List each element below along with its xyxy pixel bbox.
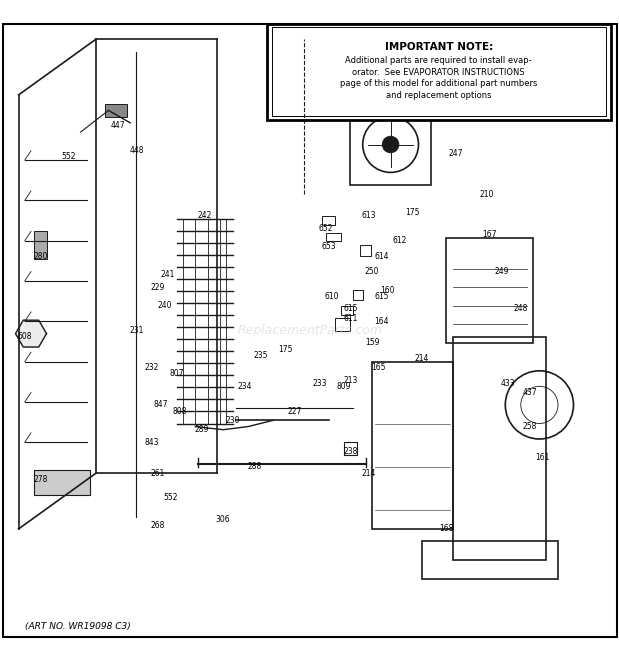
Text: 241: 241 (160, 270, 175, 279)
Text: 227: 227 (287, 407, 302, 416)
Text: 213: 213 (343, 375, 358, 385)
Text: ReplacementParts.com: ReplacementParts.com (237, 324, 383, 337)
Text: 809: 809 (337, 382, 352, 391)
Text: 238: 238 (343, 447, 358, 456)
Text: 448: 448 (129, 146, 144, 155)
FancyBboxPatch shape (272, 27, 606, 116)
Bar (446, 237, 533, 343)
Text: 242: 242 (197, 212, 212, 220)
Bar (326, 233, 341, 241)
Bar (350, 104, 431, 185)
Text: 808: 808 (172, 407, 187, 416)
Text: 278: 278 (33, 475, 48, 484)
Text: 214: 214 (361, 469, 376, 478)
Text: 164: 164 (374, 317, 389, 326)
Bar (422, 541, 558, 578)
Text: 437: 437 (523, 388, 538, 397)
Bar (105, 104, 127, 116)
Text: Additional parts are required to install evap-
orator.  See EVAPORATOR INSTRUCTI: Additional parts are required to install… (340, 56, 538, 100)
Bar (335, 318, 350, 330)
Text: 447: 447 (110, 122, 125, 130)
Text: 231: 231 (129, 326, 144, 335)
Text: 229: 229 (151, 283, 166, 292)
Polygon shape (16, 320, 46, 347)
Text: 258: 258 (523, 422, 538, 431)
Bar (34, 470, 90, 495)
Text: 612: 612 (392, 236, 407, 245)
Text: 610: 610 (324, 292, 339, 301)
Text: 247: 247 (448, 149, 463, 158)
Text: 249: 249 (495, 267, 510, 276)
Bar (453, 336, 546, 560)
Text: 250: 250 (365, 267, 379, 276)
Text: 210: 210 (479, 190, 494, 198)
Text: 306: 306 (216, 515, 231, 524)
Text: 159: 159 (365, 338, 379, 348)
Text: IMPORTANT NOTE:: IMPORTANT NOTE: (384, 42, 493, 52)
Text: 268: 268 (151, 522, 166, 530)
Text: 433: 433 (501, 379, 516, 388)
Text: 615: 615 (374, 292, 389, 301)
Text: 843: 843 (144, 438, 159, 447)
Text: 653: 653 (321, 243, 336, 251)
Text: 289: 289 (194, 425, 209, 434)
Text: 167: 167 (482, 230, 497, 239)
Text: 552: 552 (163, 493, 178, 502)
Text: 288: 288 (247, 463, 261, 471)
Bar (322, 215, 335, 225)
FancyBboxPatch shape (267, 24, 611, 120)
Text: 613: 613 (361, 212, 376, 220)
Text: 240: 240 (157, 301, 172, 310)
Text: 280: 280 (33, 252, 48, 260)
Text: 232: 232 (144, 363, 159, 372)
Text: 248: 248 (513, 304, 528, 313)
Text: (ART NO. WR19098 C3): (ART NO. WR19098 C3) (25, 622, 131, 631)
Bar (372, 362, 453, 529)
Text: 261: 261 (151, 469, 166, 478)
Text: 168: 168 (439, 524, 454, 533)
Text: 230: 230 (225, 416, 240, 425)
Circle shape (382, 136, 399, 153)
Text: 161: 161 (535, 453, 550, 462)
Text: 234: 234 (237, 382, 252, 391)
Text: 807: 807 (169, 369, 184, 378)
Text: 552: 552 (61, 153, 76, 161)
Text: 165: 165 (371, 363, 386, 372)
Bar (341, 305, 353, 315)
Text: 235: 235 (253, 351, 268, 360)
Text: 608: 608 (17, 332, 32, 341)
Text: 160: 160 (380, 286, 395, 295)
Bar (34, 231, 46, 259)
Text: 611: 611 (343, 313, 358, 323)
Bar (360, 245, 371, 256)
Text: 652: 652 (318, 223, 333, 233)
Text: 214: 214 (414, 354, 429, 363)
Text: 847: 847 (154, 401, 169, 409)
Text: 233: 233 (312, 379, 327, 388)
Text: 175: 175 (405, 208, 420, 217)
Text: 615: 615 (343, 304, 358, 313)
Text: 614: 614 (374, 252, 389, 260)
Bar (353, 290, 363, 299)
Text: 175: 175 (278, 344, 293, 354)
